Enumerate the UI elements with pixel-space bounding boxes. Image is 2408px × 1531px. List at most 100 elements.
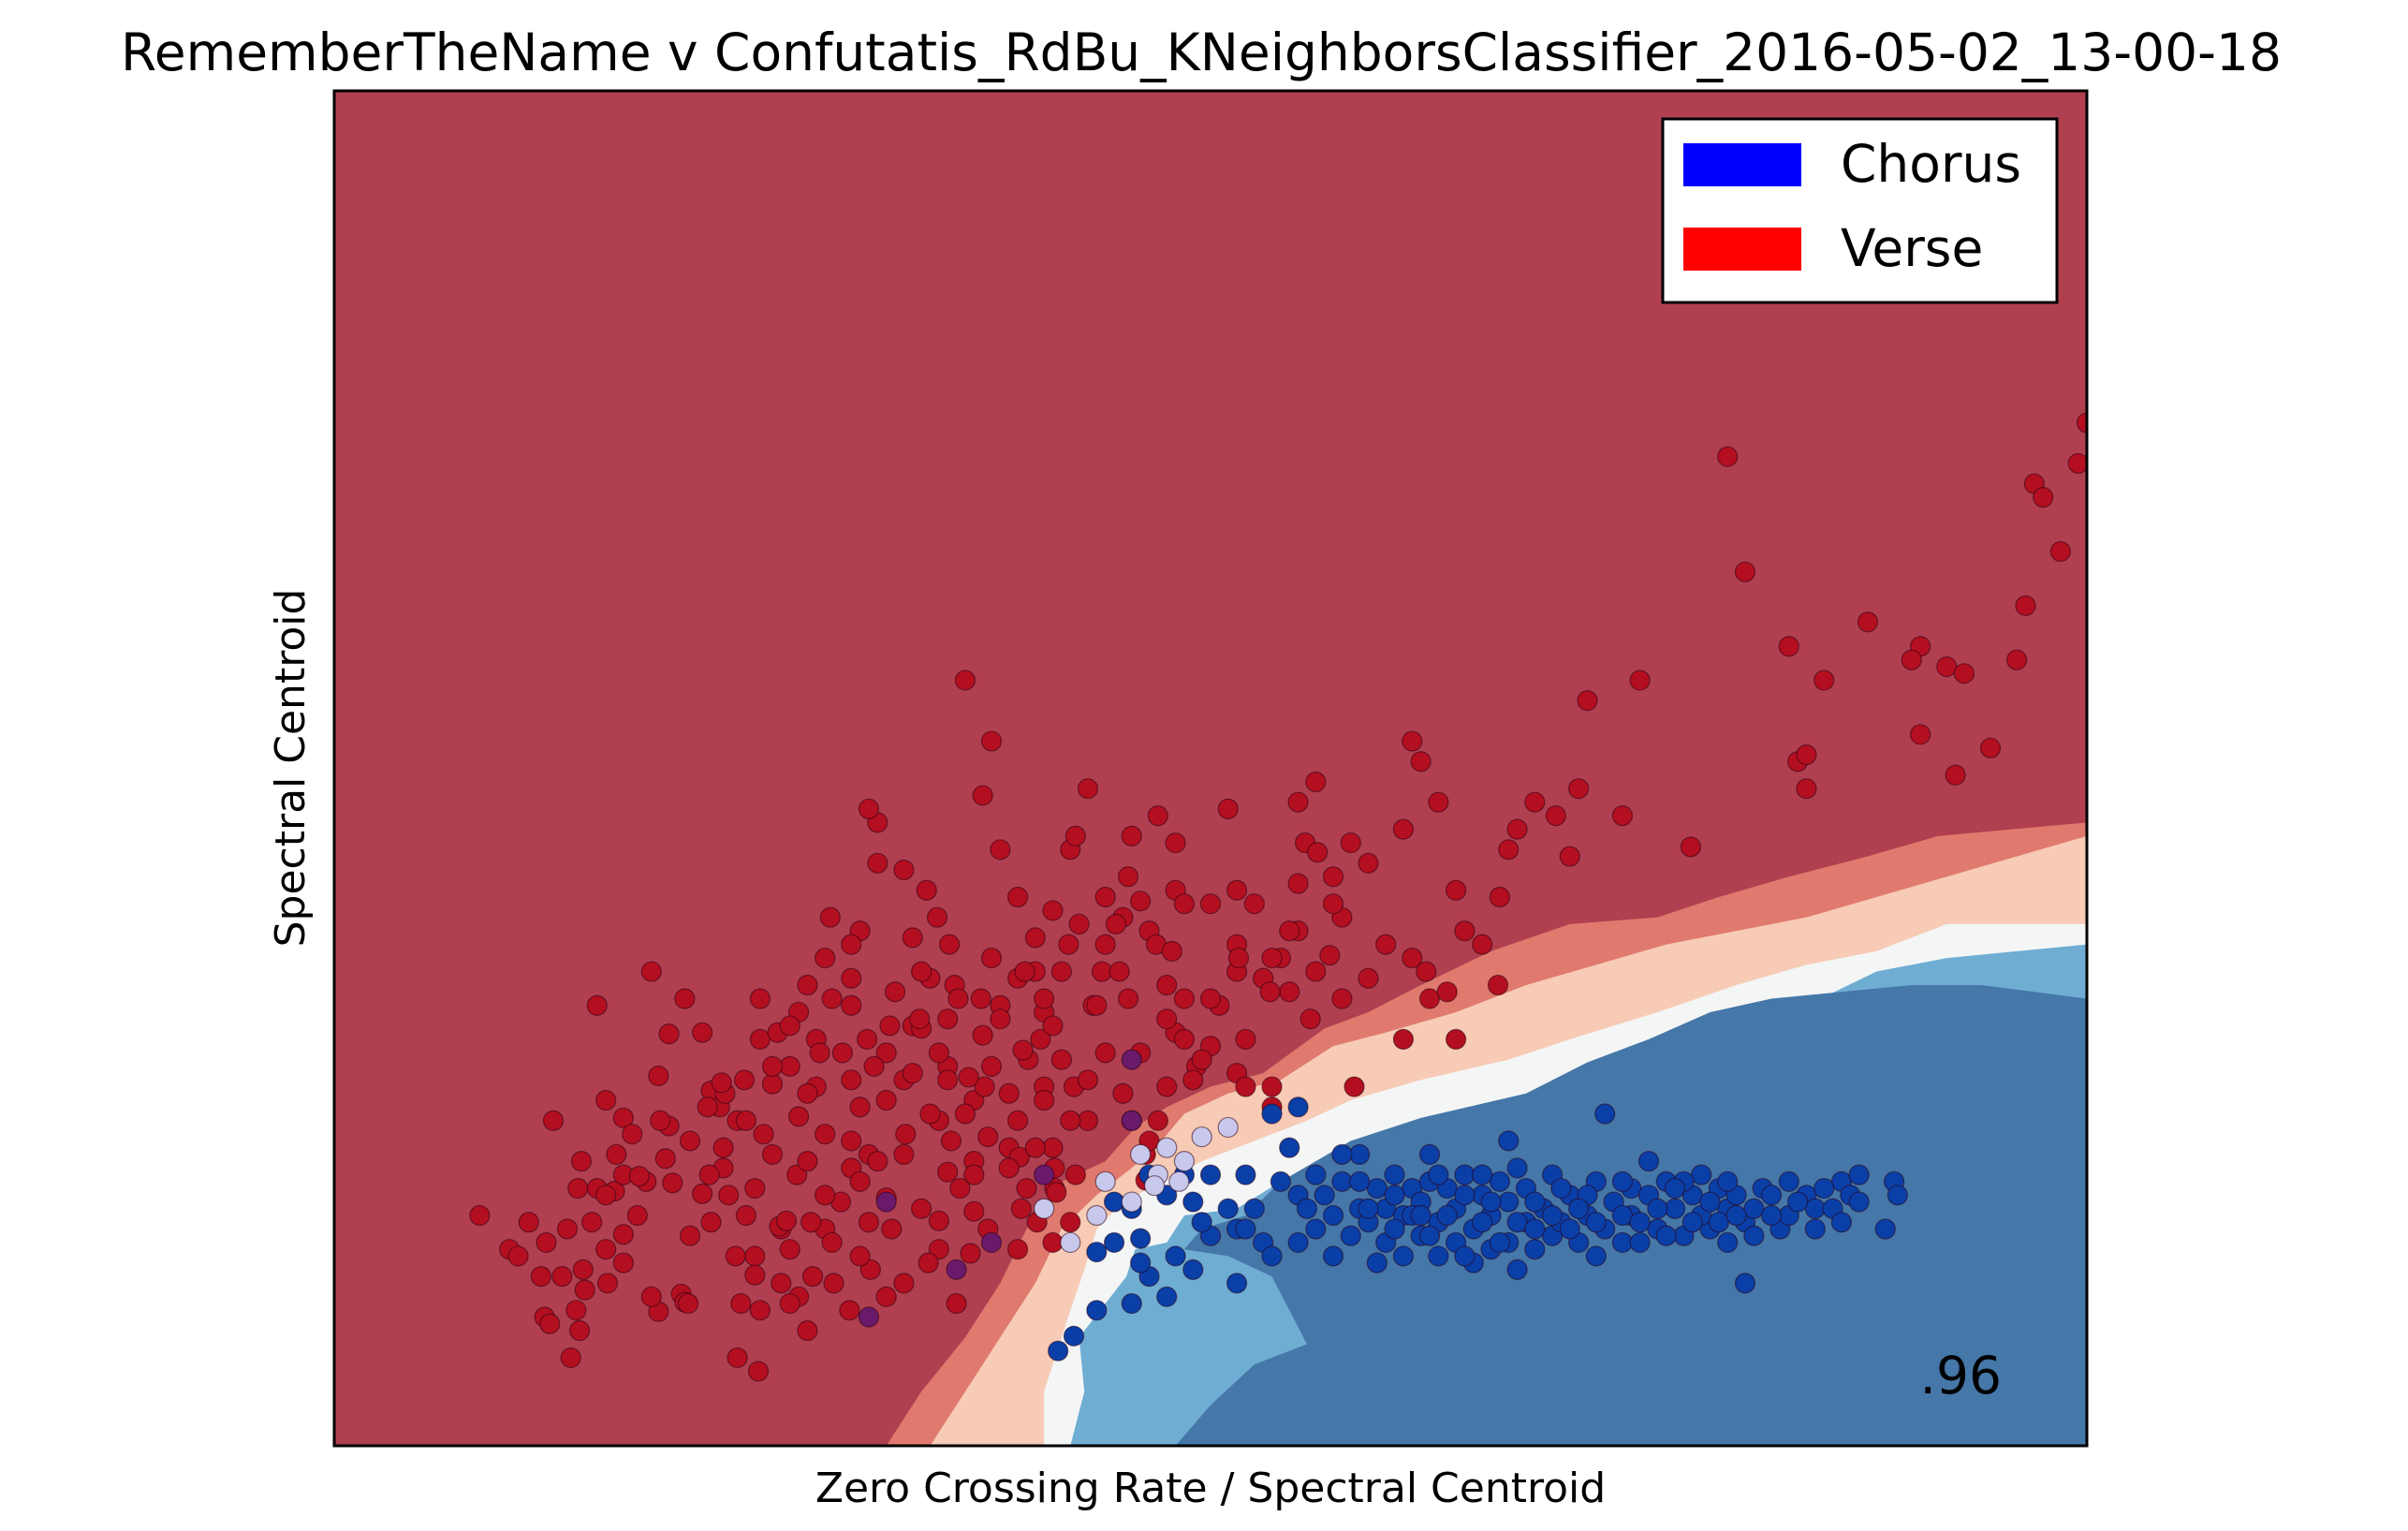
mixed-point [1130,1143,1152,1165]
verse-point [1086,994,1108,1016]
verse-point [1796,743,1817,766]
verse-point [1796,778,1817,800]
verse-point [1428,791,1449,813]
verse-point [875,1286,897,1307]
verse-point [1340,832,1361,854]
mixed-point [1143,1175,1166,1197]
verse-point [960,1243,981,1264]
chorus-point [1472,1164,1493,1185]
chorus-point [1235,1218,1256,1240]
chorus-point [1261,1103,1283,1125]
verse-point [650,1110,671,1131]
mixed-point [875,1191,897,1213]
chorus-point [1506,1212,1528,1233]
verse-point [1305,771,1327,793]
verse-point [761,1055,784,1077]
chorus-point [1830,1212,1853,1233]
verse-point [1358,852,1379,874]
verse-point [1006,1239,1029,1260]
scatter-points [469,412,2176,1382]
verse-point [841,1130,862,1152]
verse-point [797,1082,818,1104]
chorus-point [1585,1212,1607,1233]
chorus-point [1314,1185,1335,1206]
verse-point [1147,805,1168,827]
chorus-point [1541,1204,1564,1227]
verse-point [902,1062,923,1084]
verse-point [1077,1069,1099,1091]
verse-point [1410,751,1432,773]
verse-point [1305,961,1327,982]
verse-point [946,1292,967,1315]
verse-point [938,934,961,955]
verse-point [2015,595,2036,616]
verse-point [1611,805,1634,827]
verse-point [2006,649,2028,670]
verse-point [749,1300,771,1321]
verse-point [1010,1198,1032,1219]
verse-point [747,1361,770,1382]
verse-point [990,1008,1011,1030]
verse-point [1287,873,1309,894]
chorus-point [1428,1164,1449,1185]
verse-point [884,981,906,1003]
chorus-point [1559,1218,1580,1240]
verse-point [849,1170,871,1192]
verse-point [1568,778,1590,800]
verse-point [940,1130,962,1152]
verse-point [863,1055,885,1077]
verse-point [574,1279,595,1301]
verse-point [849,1097,871,1118]
chorus-point [1524,1191,1546,1213]
verse-point [662,1172,683,1194]
verse-point [560,1347,581,1369]
verse-point [779,1015,800,1037]
verse-point [753,1124,774,1145]
verse-point [797,974,818,996]
chorus-point [1787,1191,1809,1213]
verse-point [949,1177,971,1200]
verse-point [1358,967,1379,989]
chorus-point [1647,1198,1668,1219]
verse-point [954,670,976,691]
verse-point [972,785,993,806]
chorus-point [1568,1198,1590,1219]
chorus-point [1506,1259,1528,1280]
verse-point [700,1212,722,1233]
verse-point [567,1177,589,1200]
chorus-point [1848,1191,1870,1213]
verse-point [1445,879,1467,901]
verse-point [1034,988,1055,1009]
verse-point [1058,934,1079,955]
verse-point [815,1185,836,1206]
verse-point [970,988,991,1009]
verse-point [1778,636,1799,657]
mixed-point [1034,1164,1055,1185]
verse-point [1173,1028,1196,1051]
verse-point [530,1266,551,1288]
verse-point [2130,555,2150,575]
mixed-point [980,1231,1003,1254]
verse-point [568,1319,591,1342]
verse-point [1094,1042,1116,1064]
verse-point [2156,515,2176,535]
verse-point [1226,879,1248,901]
verse-point [556,1218,579,1240]
verse-point [1307,842,1329,863]
chorus-point [1130,1228,1152,1249]
chorus-point [1331,1170,1353,1192]
chorus-point [1454,1245,1476,1267]
verse-point [733,1069,756,1091]
chorus-point [1874,1218,1896,1240]
verse-point [1065,825,1086,846]
verse-point [1945,764,1966,786]
chorus-point [1226,1273,1248,1294]
chorus-point [1243,1198,1265,1219]
verse-point [893,859,915,881]
chorus-point [1743,1225,1765,1246]
chorus-point [1121,1292,1142,1315]
chorus-point [1366,1252,1388,1273]
chorus-point [1708,1212,1729,1233]
verse-point [1279,981,1300,1003]
